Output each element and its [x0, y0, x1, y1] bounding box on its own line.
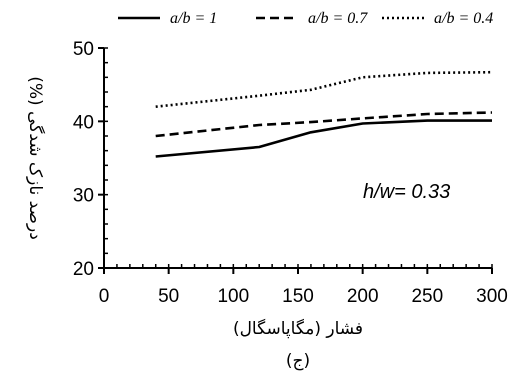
legend-label-3: a/b = 0.4 [434, 10, 493, 27]
figure-caption: (ج) [286, 351, 310, 371]
legend-label-1: a/b = 1 [170, 10, 217, 27]
series-line-3 [155, 70, 493, 108]
legend-label-2: a/b = 0.7 [308, 10, 368, 27]
x-tick-label: 200 [347, 286, 379, 307]
x-tick-label: 0 [99, 286, 110, 307]
chart-annotation: h/w= 0.33 [363, 181, 450, 203]
y-axis-label: درصد نازک شدگی (%) [25, 76, 46, 240]
y-tick-label: 50 [73, 39, 94, 60]
series-layer [155, 70, 493, 158]
x-tick-label: 50 [158, 286, 179, 307]
legend: a/b = 1 a/b = 0.7 a/b = 0.4 [118, 10, 493, 27]
axes: 20 30 40 50 0 50 100 150 200 250 300 [73, 39, 508, 307]
series-line-2 [155, 111, 493, 138]
x-tick-label: 150 [282, 286, 314, 307]
x-tick-label: 250 [411, 286, 443, 307]
x-axis-label: فشار (مگاپاسگال) [233, 318, 363, 339]
series-line-1 [155, 119, 492, 158]
x-tick-label: 300 [476, 286, 508, 307]
x-tick-label: 100 [217, 286, 249, 307]
y-tick-label: 20 [73, 259, 94, 280]
y-tick-label: 40 [73, 112, 94, 133]
y-tick-label: 30 [73, 186, 94, 207]
